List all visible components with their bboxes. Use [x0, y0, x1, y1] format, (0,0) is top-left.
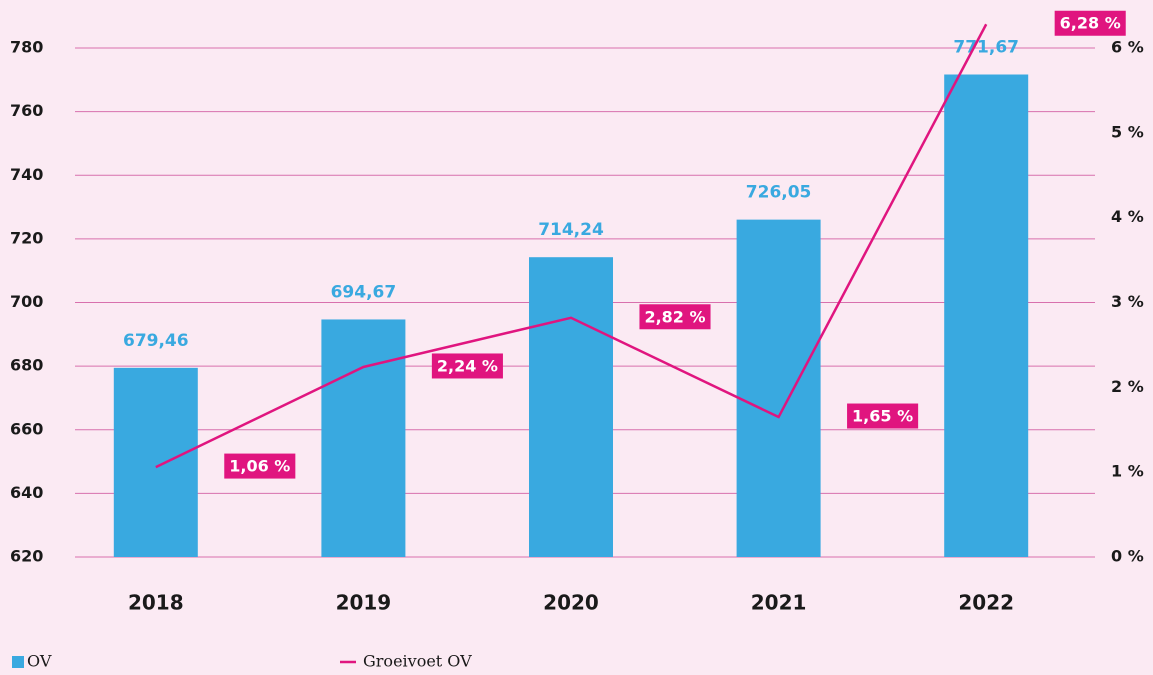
x-tick-label: 2022 — [958, 591, 1014, 615]
line — [155, 23, 988, 469]
y2-tick-label: 1 % — [1111, 462, 1144, 481]
bar-label: 714,24 — [538, 220, 604, 240]
bar — [529, 257, 613, 557]
y2-tick-label: 0 % — [1111, 547, 1144, 566]
x-tick-label: 2021 — [751, 591, 807, 615]
line-label-text: 1,65 % — [852, 407, 913, 426]
y-tick-label: 760 — [10, 101, 43, 120]
line-label-box — [639, 304, 711, 330]
line-label-text: 2,82 % — [644, 307, 705, 326]
bar — [321, 319, 406, 557]
line-label-text: 6,28 % — [1060, 14, 1121, 33]
y-tick-label: 620 — [10, 547, 43, 566]
line-label-box — [1054, 10, 1126, 36]
y2-tick-label: 5 % — [1111, 122, 1144, 141]
line-label: 6,28 % — [1054, 10, 1126, 36]
line-label-text: 1,06 % — [229, 457, 290, 476]
x-tick-label: 2018 — [128, 591, 184, 615]
y2-tick-label: 3 % — [1111, 292, 1144, 311]
line-label-text: 2,24 % — [437, 356, 498, 375]
line-label-box — [847, 403, 919, 429]
line-label-box — [431, 353, 503, 379]
line-label: 2,24 % — [431, 353, 503, 379]
y-tick-label: 740 — [10, 165, 43, 184]
y2-tick-label: 2 % — [1111, 377, 1144, 396]
bar — [944, 74, 1029, 557]
legend-label: Groeivoet OV — [363, 652, 472, 671]
y-tick-label: 780 — [10, 38, 43, 57]
bar-label: 694,67 — [331, 282, 397, 302]
y2-tick-label: 4 % — [1111, 207, 1144, 226]
line-label: 1,06 % — [224, 453, 296, 479]
bar — [736, 219, 821, 558]
legend-swatch — [12, 656, 24, 668]
line-label: 1,65 % — [847, 403, 919, 429]
bar — [113, 367, 198, 557]
y-tick-label: 680 — [10, 356, 43, 375]
bar-label: 726,05 — [746, 183, 812, 203]
y-tick-label: 700 — [10, 292, 43, 311]
y-tick-label: 660 — [10, 419, 43, 438]
y2-tick-label: 6 % — [1111, 38, 1144, 57]
x-tick-label: 2019 — [336, 591, 392, 615]
line-label: 2,82 % — [639, 304, 711, 330]
x-tick-label: 2020 — [543, 591, 599, 615]
bar-label: 771,67 — [953, 37, 1019, 57]
bar-label: 679,46 — [123, 331, 189, 351]
y-tick-label: 720 — [10, 228, 43, 247]
y-tick-label: 640 — [10, 483, 43, 502]
line-label-box — [224, 453, 296, 479]
legend-label: OV — [27, 652, 52, 671]
